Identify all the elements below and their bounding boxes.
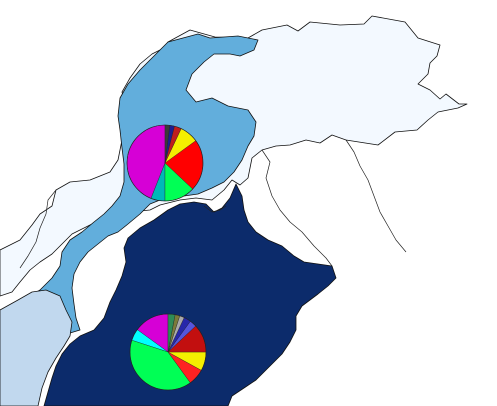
inner-border-north — [261, 149, 333, 267]
southwest-region — [0, 289, 73, 406]
inner-border-west — [19, 189, 57, 269]
inner-border-lake — [203, 205, 227, 213]
northwest-pie-outline — [126, 124, 204, 202]
east-region — [43, 183, 337, 406]
east-pie-outline — [129, 313, 207, 391]
pie-chart-east — [129, 313, 207, 391]
pie-chart-northwest — [126, 124, 204, 202]
northwest-region — [0, 33, 259, 361]
inner-border-east — [345, 139, 407, 253]
